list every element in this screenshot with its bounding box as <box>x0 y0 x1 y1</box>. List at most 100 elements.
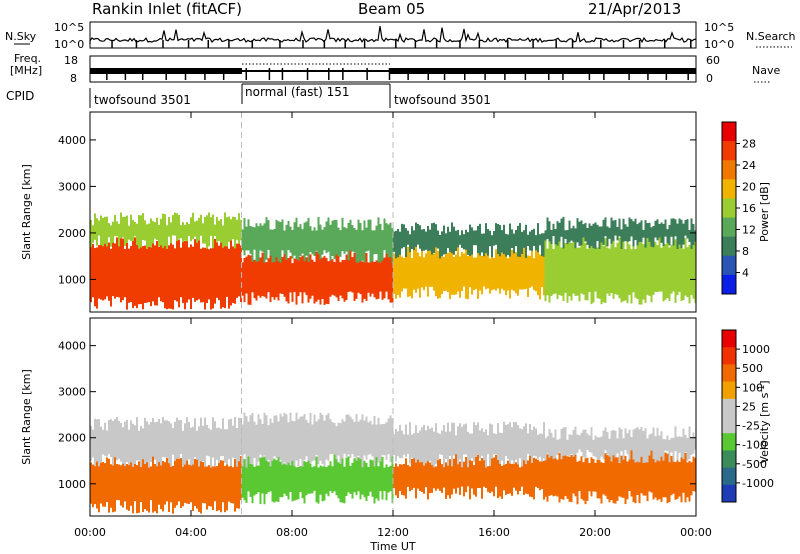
data-cell <box>190 455 192 503</box>
data-cell <box>164 214 166 247</box>
colorbar-swatch <box>722 160 736 180</box>
data-cell <box>206 425 208 456</box>
data-cell <box>511 249 513 290</box>
data-cell <box>168 245 170 309</box>
data-cell <box>315 251 318 302</box>
data-cell <box>550 432 553 456</box>
data-cell <box>186 459 188 504</box>
data-cell <box>144 220 146 241</box>
data-cell <box>670 218 673 237</box>
data-cell <box>309 226 312 252</box>
data-cell <box>644 243 647 303</box>
data-cell <box>291 263 294 302</box>
data-cell <box>387 257 390 300</box>
data-cell <box>483 233 485 257</box>
data-cell <box>96 419 98 462</box>
data-cell <box>632 457 635 503</box>
data-cell <box>305 420 308 457</box>
data-cell <box>150 466 152 501</box>
data-cell <box>100 244 102 300</box>
data-cell <box>192 212 194 240</box>
data-cell <box>644 428 647 463</box>
data-cell <box>146 455 148 511</box>
freq-tick-bottom: 8 <box>70 72 77 85</box>
data-cell <box>377 217 380 263</box>
data-cell <box>184 462 186 503</box>
data-cell <box>349 250 352 292</box>
data-cell <box>576 247 579 296</box>
data-cell <box>319 465 322 495</box>
data-cell <box>678 218 681 245</box>
data-cell <box>457 463 459 488</box>
data-cell <box>281 416 284 465</box>
data-cell <box>564 426 567 456</box>
data-cell <box>493 457 495 497</box>
data-cell <box>202 247 204 303</box>
data-cell <box>543 247 545 296</box>
data-cell <box>311 467 314 494</box>
data-cell <box>176 213 178 241</box>
data-cell <box>327 465 330 497</box>
data-cell <box>505 251 507 296</box>
data-cell <box>313 466 316 491</box>
data-cell <box>353 227 356 253</box>
data-cell <box>228 248 230 309</box>
data-cell <box>537 246 539 296</box>
data-cell <box>648 452 651 492</box>
data-cell <box>584 429 587 459</box>
nsearch-tick-bottom: 10^0 <box>704 38 734 51</box>
colorbar-swatch <box>722 398 736 417</box>
data-cell <box>347 259 350 292</box>
data-cell <box>564 230 567 239</box>
data-cell <box>299 466 302 493</box>
data-cell <box>196 430 198 460</box>
data-cell <box>333 454 336 492</box>
data-cell <box>343 260 346 302</box>
data-cell <box>263 412 266 456</box>
data-cell <box>616 226 619 241</box>
data-cell <box>554 429 557 459</box>
data-cell <box>580 456 583 499</box>
data-cell <box>489 258 491 294</box>
data-cell <box>682 248 685 301</box>
data-cell <box>604 238 607 303</box>
data-cell <box>210 464 212 507</box>
data-cell <box>570 228 573 241</box>
data-cell <box>361 455 364 495</box>
data-cell <box>379 255 382 292</box>
data-cell <box>194 418 196 458</box>
data-cell <box>218 220 220 242</box>
data-cell <box>325 415 328 460</box>
data-cell <box>604 453 607 496</box>
data-cell <box>451 422 453 467</box>
data-cell <box>662 439 665 461</box>
nsearch-tick-top: 10^5 <box>704 21 734 34</box>
data-cell <box>415 425 417 463</box>
data-cell <box>313 414 316 461</box>
data-cell <box>576 218 579 243</box>
data-cell <box>257 226 260 262</box>
data-cell <box>507 258 509 291</box>
data-cell <box>692 456 695 492</box>
data-cell <box>620 455 623 498</box>
data-cell <box>491 235 493 258</box>
data-cell <box>184 241 186 310</box>
data-cell <box>618 218 621 237</box>
time-x-axis: 00:00 04:00 08:00 12:00 16:00 20:00 00:00 <box>74 112 712 539</box>
data-cell <box>287 258 290 304</box>
data-cell <box>341 419 344 459</box>
data-cell <box>138 461 140 513</box>
nsky-trace <box>89 26 697 44</box>
data-cell <box>245 416 248 468</box>
data-cell <box>596 224 599 242</box>
data-cell <box>208 428 210 457</box>
data-cell <box>598 437 601 461</box>
data-cell <box>531 229 533 251</box>
data-cell <box>556 238 559 300</box>
data-cell <box>688 460 691 502</box>
data-cell <box>692 223 695 245</box>
data-cell <box>546 436 549 454</box>
data-cell <box>469 433 471 461</box>
data-cell <box>676 245 679 296</box>
data-cell <box>614 430 617 458</box>
